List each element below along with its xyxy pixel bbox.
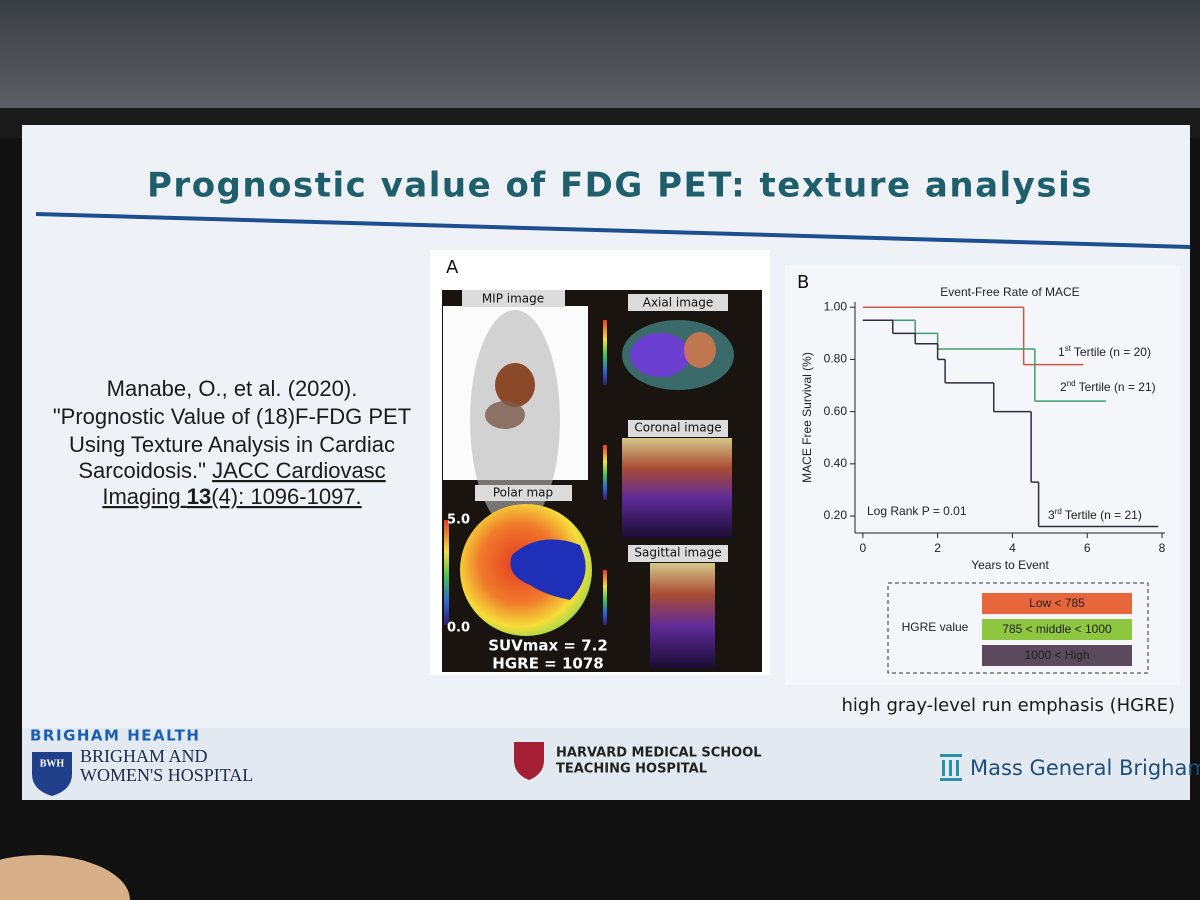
x-tick-label: 0 bbox=[860, 541, 867, 555]
label-bg bbox=[628, 545, 728, 562]
panel-b-frame bbox=[785, 265, 1180, 685]
image-label: Sagittal image bbox=[634, 546, 721, 560]
image-label: Coronal image bbox=[634, 421, 721, 435]
x-tick-label: 2 bbox=[934, 541, 941, 555]
citation-pages: (4): 1096-1097. bbox=[211, 484, 361, 509]
series-label: 3rd Tertile (n = 21) bbox=[1048, 507, 1142, 522]
bwh-shield bbox=[32, 752, 72, 796]
legend-label: 785 < middle < 1000 bbox=[1002, 622, 1112, 636]
citation-volume: 13 bbox=[187, 484, 211, 509]
mip-heart bbox=[495, 363, 535, 407]
series-label: 1st Tertile (n = 20) bbox=[1058, 344, 1151, 359]
title-rule bbox=[35, 212, 1191, 249]
panel-label: A bbox=[446, 257, 459, 278]
footer bbox=[22, 728, 1190, 800]
km-chart: B Event-Free Rate of MACE 0.20 0.40 0.60 0.80… bbox=[797, 272, 1166, 674]
coronal-image bbox=[622, 438, 732, 538]
footer-hospital: WOMEN'S HOSPITAL bbox=[80, 765, 253, 785]
colorbar bbox=[603, 320, 607, 385]
slide-title: Prognostic value of FDG PET: texture ana… bbox=[147, 166, 1093, 206]
rect-shape bbox=[956, 760, 959, 776]
y-tick-label: 1.00 bbox=[824, 299, 848, 313]
scale-label: 0.0 bbox=[447, 621, 470, 636]
note: high gray-level run emphasis (HGRE) bbox=[842, 695, 1175, 716]
series-ordinal: 2 bbox=[1060, 380, 1067, 394]
citation-line: Sarcoidosis." JACC Cardiovasc bbox=[78, 458, 385, 483]
citation-journal: Imaging bbox=[102, 484, 180, 509]
legend-label: 1000 < High bbox=[1024, 648, 1089, 662]
footer-harvard: HARVARD MEDICAL SCHOOL bbox=[556, 746, 762, 761]
axial-uptake bbox=[630, 333, 690, 377]
polar-stat: SUVmax = 7.2 bbox=[488, 637, 608, 655]
series-suffix: nd bbox=[1067, 379, 1076, 388]
scale-label: 5.0 bbox=[447, 513, 470, 528]
label-bg bbox=[475, 485, 572, 501]
polar-stat: HGRE = 1078 bbox=[492, 655, 603, 673]
audience-head bbox=[0, 855, 130, 900]
footer-group: BRIGHAM HEALTH bbox=[30, 727, 200, 745]
x-tick-label: 6 bbox=[1084, 541, 1091, 555]
y-axis-label: MACE Free Survival (%) bbox=[800, 352, 814, 483]
series-suffix: st bbox=[1065, 344, 1072, 353]
citation-journal: JACC Cardiovasc bbox=[212, 458, 386, 483]
label-bg bbox=[462, 290, 565, 307]
citation-part: Sarcoidosis." bbox=[78, 458, 206, 483]
colorbar bbox=[603, 570, 607, 625]
label-bg bbox=[628, 420, 728, 437]
citation-line: Using Texture Analysis in Cardiac bbox=[69, 432, 395, 457]
series-name: Tertile (n = 21) bbox=[1079, 380, 1156, 394]
annotation: Log Rank P = 0.01 bbox=[867, 504, 967, 518]
sagittal-image bbox=[650, 563, 715, 668]
image-label: MIP image bbox=[482, 292, 544, 306]
citation-line: "Prognostic Value of (18)F-FDG PET bbox=[53, 404, 411, 429]
y-tick-label: 0.40 bbox=[824, 456, 848, 470]
legend-label: Low < 785 bbox=[1029, 596, 1085, 610]
x-axis-label: Years to Event bbox=[971, 558, 1049, 572]
series-ordinal: 3 bbox=[1048, 508, 1055, 522]
colorbar bbox=[603, 445, 607, 500]
y-tick-label: 0.60 bbox=[824, 404, 848, 418]
mgb-logo bbox=[940, 754, 962, 781]
series-ordinal: 1 bbox=[1058, 345, 1065, 359]
polar-defect bbox=[510, 539, 586, 600]
label-bg bbox=[628, 294, 728, 311]
legend-title: HGRE value bbox=[902, 620, 969, 634]
y-tick-label: 0.80 bbox=[824, 352, 848, 366]
series-name: Tertile (n = 21) bbox=[1065, 508, 1142, 522]
series-label: 2nd Tertile (n = 21) bbox=[1060, 379, 1156, 394]
rect-shape bbox=[940, 754, 962, 757]
x-tick-label: 8 bbox=[1159, 541, 1166, 555]
legend-frame bbox=[887, 582, 1149, 674]
legend-swatch bbox=[982, 593, 1132, 614]
colorbar bbox=[444, 520, 449, 625]
footer-harvard: TEACHING HOSPITAL bbox=[556, 762, 707, 777]
panel-label: B bbox=[797, 272, 809, 293]
citation-line: Imaging 13(4): 1096-1097. bbox=[102, 484, 361, 509]
rect-shape bbox=[942, 760, 945, 776]
citation-line: Manabe, O., et al. (2020). bbox=[107, 376, 358, 401]
series-suffix: rd bbox=[1055, 507, 1062, 516]
rect-shape bbox=[940, 778, 962, 781]
y-tick-label: 0.20 bbox=[824, 508, 848, 522]
footer-mgb: Mass General Brigham bbox=[970, 756, 1200, 780]
chart-title: Event-Free Rate of MACE bbox=[940, 285, 1079, 299]
shield-text: BWH bbox=[40, 758, 65, 769]
footer-hospital: BRIGHAM AND bbox=[80, 746, 208, 766]
harvard-shield bbox=[514, 742, 544, 780]
rect-shape bbox=[949, 760, 952, 776]
series-name: Tertile (n = 20) bbox=[1074, 345, 1151, 359]
image-label: Polar map bbox=[493, 486, 553, 500]
axial-uptake bbox=[684, 332, 716, 368]
ceiling bbox=[0, 0, 1200, 110]
mip-liver bbox=[485, 401, 525, 429]
x-tick-label: 4 bbox=[1009, 541, 1016, 555]
legend-swatch bbox=[982, 619, 1132, 640]
legend-swatch bbox=[982, 645, 1132, 666]
image-label: Axial image bbox=[643, 296, 714, 310]
